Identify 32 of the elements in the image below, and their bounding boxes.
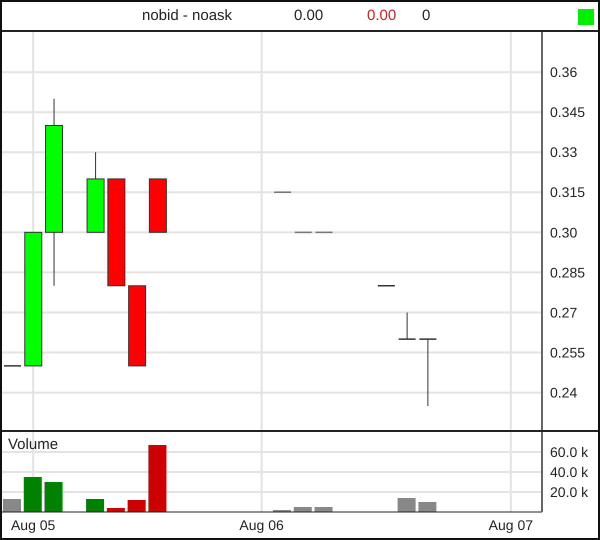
bar <box>398 498 416 512</box>
y-tick-label: 0.285 <box>550 264 586 280</box>
bar <box>24 477 42 512</box>
x-tick-label: Aug 07 <box>488 516 534 533</box>
candlestick <box>418 338 438 406</box>
y-tick-label: 60.0 k <box>550 444 590 460</box>
text: 0 <box>422 7 430 24</box>
chart-title: Volume <box>8 436 58 453</box>
bar <box>148 445 166 512</box>
y-tick-label: 0.27 <box>550 304 578 320</box>
y-tick-label: 0.30 <box>550 224 578 240</box>
y-tick-label: 0.255 <box>550 344 586 361</box>
x-tick-label: Aug 06 <box>239 516 284 533</box>
bar <box>128 500 146 512</box>
candlestick <box>398 312 416 340</box>
text: 0.00 <box>367 7 396 24</box>
bar <box>44 482 63 512</box>
text: 0.00 <box>294 7 324 24</box>
y-tick-label: 40.0 k <box>550 464 590 480</box>
bar <box>3 499 21 512</box>
bar <box>418 502 436 512</box>
y-tick-label: 0.36 <box>550 64 578 80</box>
bar <box>86 499 104 512</box>
text: nobid - noask <box>142 7 232 24</box>
y-tick-label: 20.0 k <box>550 484 590 500</box>
bar <box>314 507 333 512</box>
y-tick-label: 0.345 <box>550 104 586 120</box>
x-tick-label: Aug 05 <box>10 516 56 533</box>
y-tick-label: 0.24 <box>550 384 578 401</box>
y-tick-label: 0.315 <box>550 184 586 200</box>
bar <box>294 507 312 512</box>
y-tick-label: 0.33 <box>550 144 578 160</box>
